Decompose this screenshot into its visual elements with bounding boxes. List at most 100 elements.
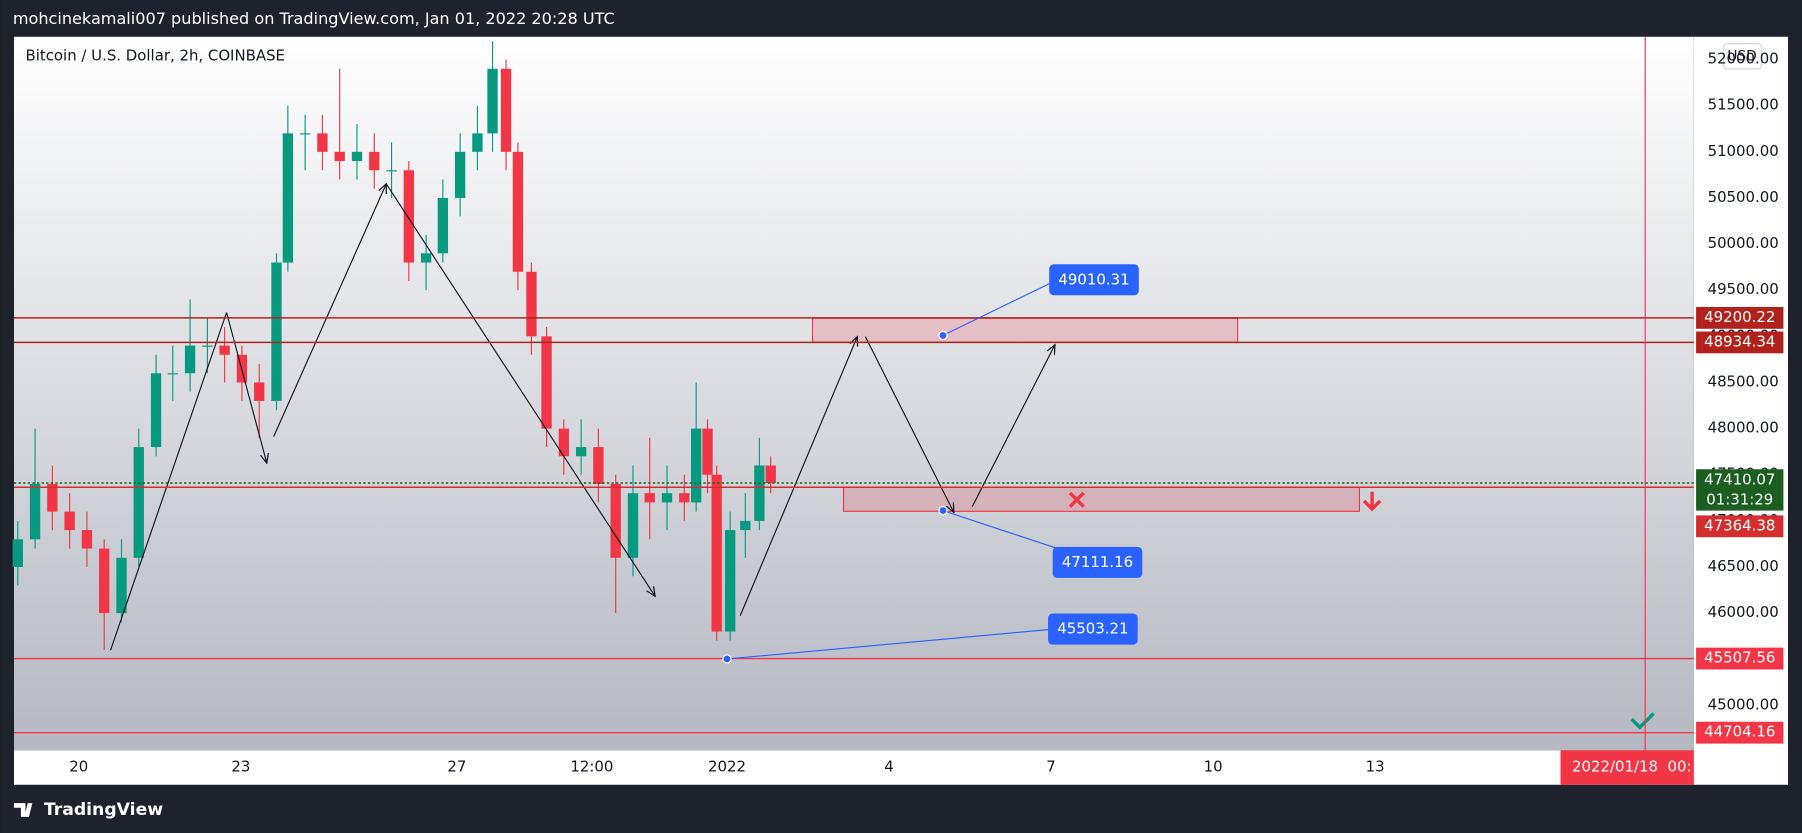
x-tick-label: 13 bbox=[1366, 758, 1385, 776]
candle-body bbox=[317, 133, 328, 152]
callout-point bbox=[938, 330, 948, 340]
x-tick-label: 10 bbox=[1204, 758, 1223, 776]
currency[interactable]: USD bbox=[1727, 48, 1756, 64]
candle-body bbox=[702, 428, 713, 475]
path-arrow bbox=[273, 184, 387, 437]
candle-body bbox=[403, 170, 415, 263]
y-tick-label: 50000.00 bbox=[1708, 234, 1779, 252]
x-tick-label: 4 bbox=[884, 758, 894, 776]
x-tick-label: 12:00 bbox=[570, 758, 613, 776]
candle-body bbox=[765, 465, 776, 484]
chart-title: Bitcoin / U.S. Dollar, 2h, COINBASE bbox=[25, 46, 285, 64]
candle-body bbox=[386, 170, 397, 172]
x-tick-label: 23 bbox=[231, 758, 250, 776]
candle-body bbox=[610, 483, 621, 558]
candle-body bbox=[282, 133, 294, 263]
candle-body bbox=[575, 447, 587, 457]
candle-body bbox=[299, 133, 311, 135]
price-label-box bbox=[1696, 331, 1784, 354]
candle-body bbox=[29, 483, 41, 540]
x-tick-label: 20 bbox=[69, 758, 88, 776]
candle-body bbox=[133, 447, 144, 558]
price-label: 49200.22 bbox=[1704, 308, 1775, 326]
cursor-label: 2022/01/18 00: bbox=[1572, 758, 1692, 776]
x-tick-label: 7 bbox=[1046, 758, 1056, 776]
callout-box bbox=[1049, 264, 1139, 296]
price-label: 45507.56 bbox=[1704, 649, 1775, 667]
cross-icon bbox=[1068, 491, 1085, 508]
candle-body bbox=[472, 133, 483, 152]
candle-body bbox=[150, 373, 162, 448]
down-arrow-icon bbox=[1362, 491, 1382, 512]
path-arrow bbox=[109, 312, 228, 651]
callout-label: 47111.16 bbox=[1062, 553, 1133, 571]
candle-body bbox=[116, 557, 127, 614]
callout-leader bbox=[726, 629, 1049, 660]
drawings bbox=[109, 183, 1655, 730]
candle-body bbox=[558, 428, 570, 457]
publish-info: mohcinekamali007 published on TradingVie… bbox=[13, 9, 615, 28]
candle-body bbox=[437, 197, 449, 254]
path-arrow bbox=[385, 183, 655, 596]
candle-body bbox=[271, 262, 282, 401]
y-tick-label: 50500.00 bbox=[1708, 188, 1779, 206]
zone bbox=[842, 486, 1361, 512]
callout-box bbox=[1048, 613, 1138, 645]
candle-body bbox=[219, 345, 230, 355]
path-arrow bbox=[226, 312, 267, 464]
candle-body bbox=[512, 151, 524, 272]
candle-body bbox=[454, 151, 466, 198]
candle-body bbox=[740, 520, 751, 531]
candle-body bbox=[526, 271, 537, 337]
y-tick-label: 45000.00 bbox=[1708, 695, 1779, 713]
countdown: 01:31:29 bbox=[1706, 490, 1773, 508]
candle-body bbox=[202, 345, 213, 347]
path-arrow bbox=[739, 337, 857, 617]
price-label: 47364.38 bbox=[1704, 516, 1775, 534]
price-label-box bbox=[1696, 469, 1784, 511]
candle-body bbox=[679, 493, 690, 503]
zone bbox=[811, 317, 1239, 343]
candle-body bbox=[81, 530, 93, 549]
brand-logo bbox=[13, 803, 33, 817]
candle-body bbox=[351, 151, 363, 162]
candle-body bbox=[661, 493, 673, 503]
price-label: 44704.16 bbox=[1704, 723, 1775, 741]
brand: TradingView bbox=[44, 800, 163, 820]
y-tick-label: 51000.00 bbox=[1708, 142, 1779, 160]
candle-body bbox=[754, 465, 765, 521]
candle-body bbox=[369, 151, 380, 171]
callout-label: 49010.31 bbox=[1058, 270, 1129, 288]
candle-body bbox=[254, 382, 265, 401]
cursor-label-box bbox=[1560, 750, 1694, 785]
candle-body bbox=[184, 345, 196, 374]
callout-leader bbox=[942, 510, 1060, 550]
candle-body bbox=[334, 151, 345, 162]
y-tick-label: 52000.00 bbox=[1708, 50, 1779, 68]
candle-body bbox=[725, 530, 736, 632]
price-label: 48934.34 bbox=[1704, 332, 1775, 350]
candle-body bbox=[420, 253, 432, 263]
path-arrow bbox=[971, 345, 1055, 507]
callout-leader bbox=[942, 279, 1057, 336]
price-label-box bbox=[1696, 647, 1784, 670]
callout-label: 45503.21 bbox=[1057, 620, 1128, 638]
y-tick-label: 46000.00 bbox=[1708, 603, 1779, 621]
callout-point bbox=[938, 506, 948, 516]
candle-body bbox=[500, 68, 512, 152]
candle-body bbox=[487, 68, 498, 134]
candle-body bbox=[627, 493, 639, 558]
y-tick-label: 48500.00 bbox=[1708, 372, 1779, 390]
currency-badge[interactable] bbox=[1723, 43, 1763, 70]
y-tick-label: 46500.00 bbox=[1708, 557, 1779, 575]
y-tick-label: 51500.00 bbox=[1708, 96, 1779, 114]
candle-body bbox=[12, 539, 23, 567]
candle-body bbox=[644, 493, 655, 503]
candle-body bbox=[99, 548, 110, 614]
candle-body bbox=[47, 483, 58, 512]
candle-body bbox=[64, 511, 75, 531]
x-tick-label: 27 bbox=[447, 758, 466, 776]
y-tick-label: 49500.00 bbox=[1708, 280, 1779, 298]
